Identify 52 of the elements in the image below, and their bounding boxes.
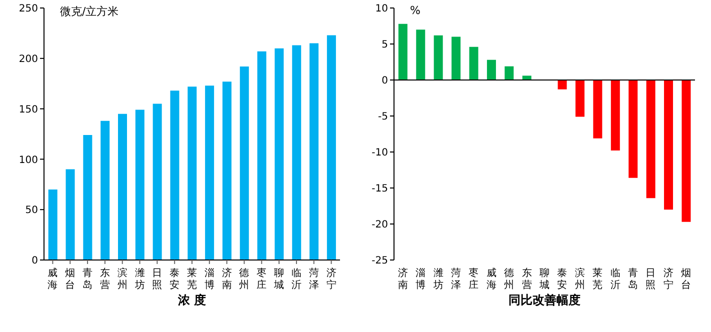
x-tick-label: 滨州 xyxy=(574,267,585,291)
x-tick-label: 泰安 xyxy=(557,268,568,291)
y-tick-label: 0 xyxy=(382,76,388,87)
x-tick-label: 潍坊 xyxy=(134,267,145,291)
x-tick-label: 济南 xyxy=(222,267,232,291)
x-tick-label: 青岛 xyxy=(628,267,638,291)
x-tick-label: 滨州 xyxy=(117,267,128,291)
x-tick-label: 青岛 xyxy=(82,267,93,291)
x-tick-label: 潍坊 xyxy=(432,267,444,291)
y-tick-label: -20 xyxy=(372,220,388,231)
y-tick-label: -15 xyxy=(372,184,388,195)
y-tick-label: 100 xyxy=(18,154,38,166)
y-tick-label: 0 xyxy=(32,256,38,267)
x-tick-label: 淄博 xyxy=(416,267,426,291)
x-tick-label: 日照 xyxy=(646,268,656,291)
x-tick-label: 菏泽 xyxy=(450,267,461,291)
x-tick-label: 聊城 xyxy=(273,267,284,291)
y-tick-label: -5 xyxy=(378,112,388,123)
y-tick-label: 250 xyxy=(18,4,38,15)
x-tick-label: 菏泽 xyxy=(308,267,319,291)
y-tick-label: 200 xyxy=(18,54,38,65)
x-tick-label: 临沂 xyxy=(610,267,620,291)
x-tick-label: 东营 xyxy=(100,267,110,291)
x-tick-label: 威海 xyxy=(48,267,58,291)
x-tick-label: 枣庄 xyxy=(468,267,479,291)
y-tick-label: 150 xyxy=(18,104,38,116)
x-tick-label: 烟台 xyxy=(65,267,76,291)
x-tick-label: 临沂 xyxy=(291,267,302,291)
x-tick-label: 莱芜 xyxy=(592,267,603,291)
x-tick-label: 烟台 xyxy=(681,267,692,291)
x-tick-label: 枣庄 xyxy=(256,267,267,291)
x-tick-label: 日照 xyxy=(152,268,162,291)
x-axis-title: 同比改善幅度 xyxy=(508,292,582,309)
y-tick-label: 10 xyxy=(375,4,388,15)
y-tick-label: -10 xyxy=(372,148,388,159)
y-axis-title: 微克/立方米 xyxy=(60,4,119,19)
x-tick-label: 威海 xyxy=(486,267,496,291)
y-axis-title: % xyxy=(410,4,420,17)
x-tick-label: 济宁 xyxy=(326,267,336,291)
x-tick-label: 东营 xyxy=(522,267,532,291)
x-tick-label: 济宁 xyxy=(663,267,674,291)
x-tick-label: 泰安 xyxy=(170,268,180,291)
y-tick-label: 50 xyxy=(25,205,38,216)
y-tick-label: 5 xyxy=(382,40,388,51)
x-tick-label: 淄博 xyxy=(204,267,214,291)
x-tick-label: 济南 xyxy=(398,267,408,291)
x-tick-label: 德州 xyxy=(239,268,250,291)
y-tick-label: -25 xyxy=(372,256,388,267)
x-axis-title: 浓 度 xyxy=(176,292,208,309)
x-tick-label: 聊城 xyxy=(538,267,550,291)
x-tick-label: 德州 xyxy=(504,268,514,291)
x-tick-label: 莱芜 xyxy=(187,267,197,291)
